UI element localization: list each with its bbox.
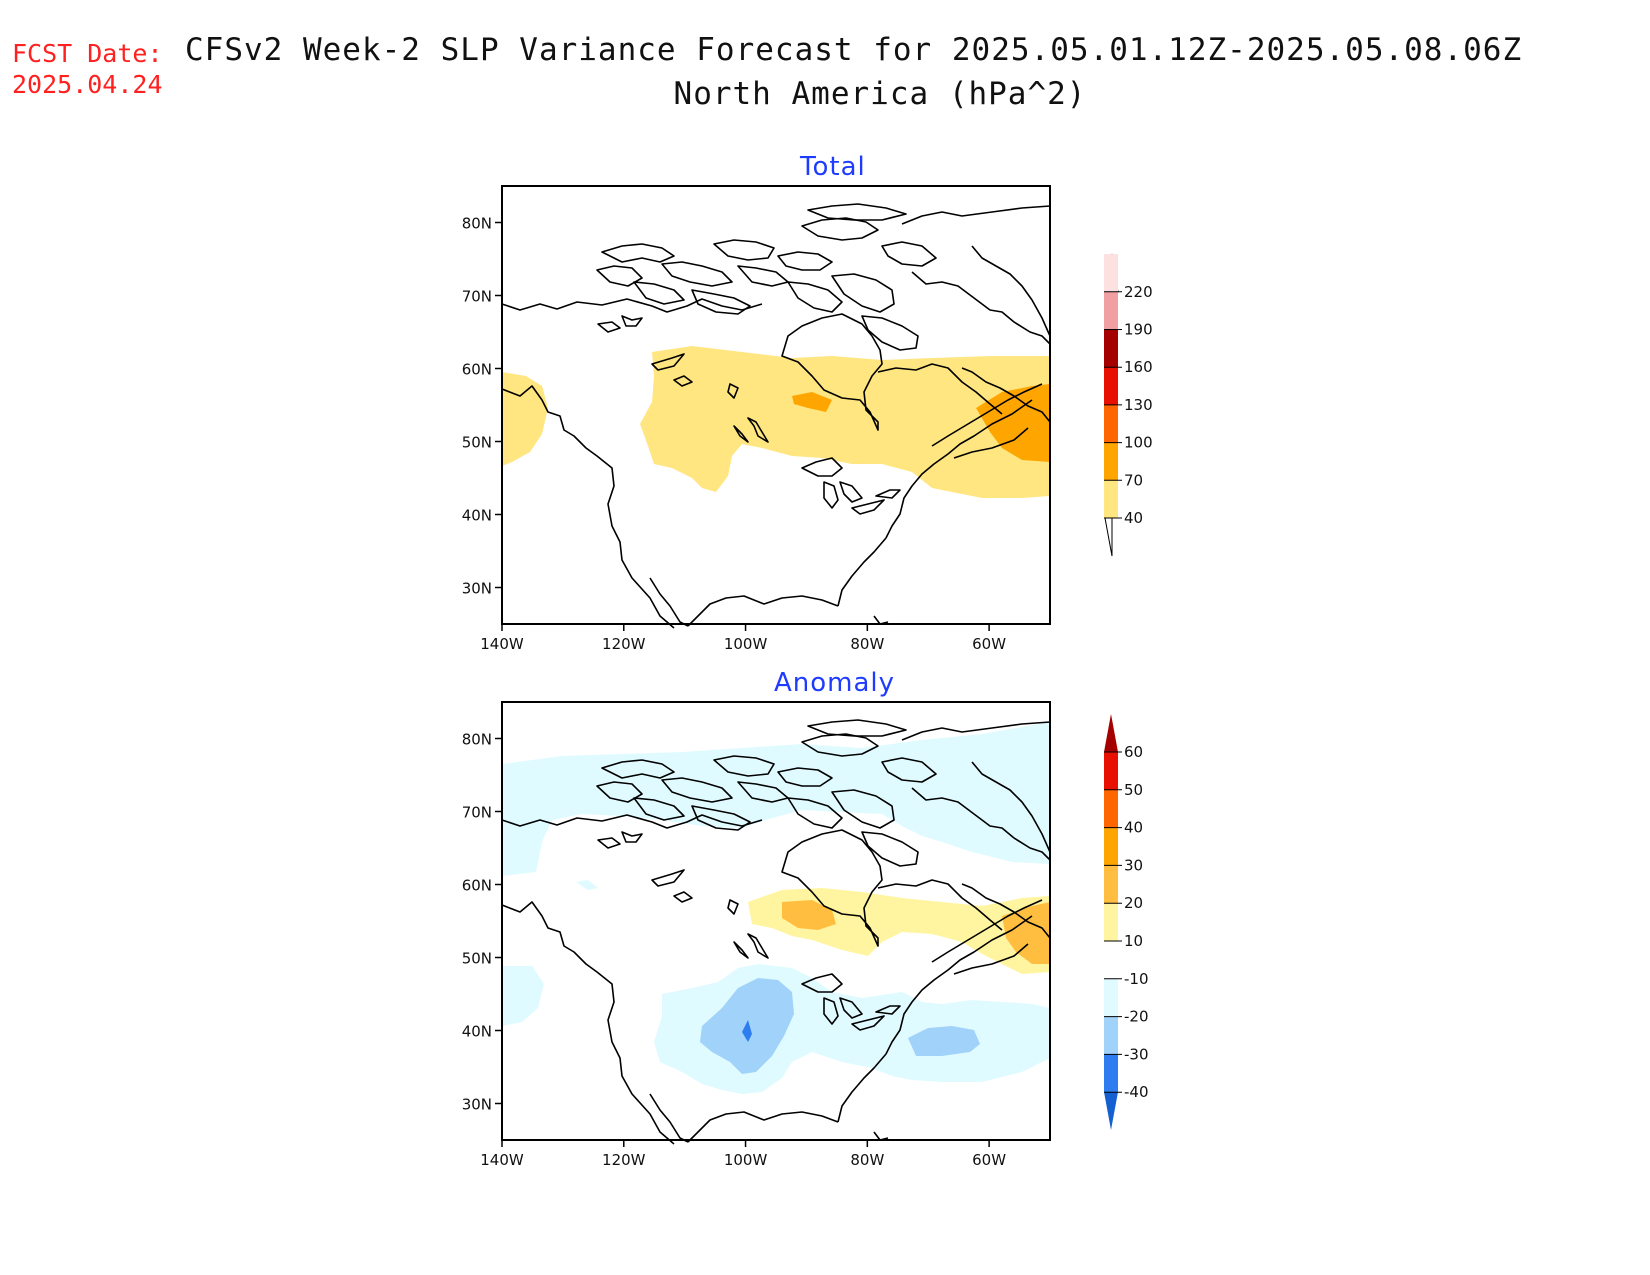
forecast-date-block: FCST Date: 2025.04.24 [12,38,163,100]
colorbar-total-swatch [1104,254,1118,292]
colorbar-anomaly-swatch [1104,941,1118,979]
lat-tick-label: 30N [462,580,492,598]
colorbar-anomaly-label: -20 [1124,1008,1149,1026]
anomaly-shading [502,722,1050,1094]
lat-tick-label: 50N [462,434,492,452]
colorbar-total-label: 160 [1124,358,1153,376]
lon-tick-label: 80W [850,1151,884,1169]
colorbar-total-label: 40 [1124,509,1143,527]
colorbar-total-swatch [1104,404,1118,443]
colorbar-anomaly-label: 20 [1124,894,1143,912]
colorbar-anomaly-label: -30 [1124,1045,1149,1063]
main-title: CFSv2 Week-2 SLP Variance Forecast for 2… [185,32,1523,68]
lat-tick-label: 40N [462,507,492,525]
lon-tick-label: 60W [972,635,1006,653]
anomaly-map [501,701,1051,1145]
lon-tick-label: 140W [480,635,524,653]
colorbar-total: 40 70 100 130 160 190 220 [1104,253,1153,557]
lon-tick-label: 60W [972,1151,1006,1169]
colorbar-total-label: 70 [1124,471,1143,489]
colorbar-total-label: 100 [1124,434,1153,452]
lat-tick-label: 60N [462,877,492,895]
lon-tick-label: 100W [724,1151,768,1169]
forecast-date-value: 2025.04.24 [12,70,163,99]
lat-tick-label: 30N [462,1096,492,1114]
colorbar-total-swatch [1104,367,1118,405]
total-map [501,185,1051,629]
colorbar-total-label: 130 [1124,396,1153,414]
lat-tick-label: 50N [462,950,492,968]
lat-tick-label: 60N [462,361,492,379]
colorbar-anomaly-label: 50 [1124,781,1143,799]
panel-title-total: Total [800,152,866,182]
colorbar-anomaly-label: -10 [1124,970,1149,988]
lat-tick-label: 70N [462,804,492,822]
colorbar-anomaly-swatch [1104,865,1118,904]
lon-tick-label: 140W [480,1151,524,1169]
lon-tick-label: 100W [724,635,768,653]
colorbar-total-swatch [1104,442,1118,481]
colorbar-total-swatch [1104,329,1118,368]
colorbar-anomaly-label: 40 [1124,819,1143,837]
colorbar-total-swatch [1104,291,1118,330]
forecast-date-label: FCST Date: [12,39,163,68]
colorbar-anomaly-swatch [1104,1054,1118,1093]
colorbar-total-label: 190 [1124,321,1153,339]
colorbar-anomaly-label: 10 [1124,932,1143,950]
colorbar-anomaly-swatch [1104,1016,1118,1055]
colorbar-anomaly-swatch [1104,827,1118,866]
colorbar-anomaly-label: -40 [1124,1083,1149,1101]
colorbar-total-swatch [1104,480,1118,518]
lat-tick-label: 40N [462,1023,492,1041]
colorbar-anomaly-swatch [1104,789,1118,828]
lon-tick-label: 120W [602,635,646,653]
lat-tick-label: 80N [462,731,492,749]
lon-tick-label: 80W [850,635,884,653]
colorbar-anomaly: 60 50 40 30 20 10 -10 -20 -30 -40 [1104,714,1149,1130]
colorbar-anomaly-swatch [1104,903,1118,941]
colorbar-anomaly-swatch [1104,752,1118,790]
colorbar-anomaly-label: 30 [1124,856,1143,874]
axis-layer: 80N 70N 60N 50N 40N 30N 140W 120W 100W 80W 60W 80N 7… [462,215,1007,1170]
subtitle: North America (hPa^2) [673,76,1087,112]
panel-title-anomaly: Anomaly [774,668,896,698]
lat-tick-label: 70N [462,288,492,306]
colorbar-anomaly-label: 60 [1124,743,1143,761]
lon-tick-label: 120W [602,1151,646,1169]
colorbar-anomaly-swatch [1104,978,1118,1017]
total-shading [502,346,1050,498]
colorbar-total-label: 220 [1124,283,1153,301]
lat-tick-label: 80N [462,215,492,233]
